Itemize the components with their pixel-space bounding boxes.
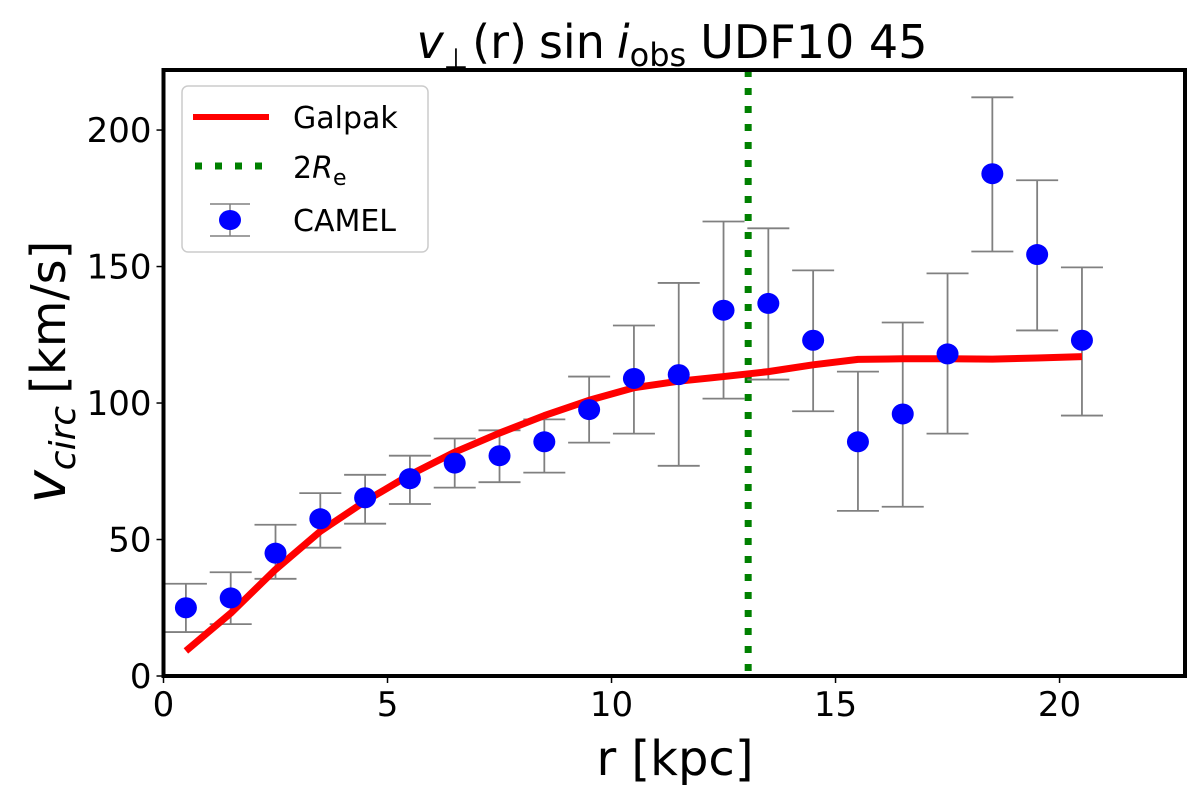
y-ticks: 0 50 100 150 200 xyxy=(87,111,164,697)
x-tick-label: 10 xyxy=(590,685,633,725)
legend-re-label: 2Re xyxy=(293,151,347,191)
legend-galpak-label: Galpak xyxy=(293,101,398,136)
y-tick-label: 150 xyxy=(87,248,152,288)
camel-point xyxy=(1070,329,1093,351)
camel-point xyxy=(309,508,332,530)
camel-point xyxy=(981,163,1004,185)
camel-point xyxy=(802,329,825,351)
legend-camel-label: CAMEL xyxy=(293,204,396,239)
y-tick-label: 200 xyxy=(87,111,152,151)
legend-box xyxy=(181,85,429,253)
legend-camel-swatch xyxy=(210,203,250,237)
camel-point xyxy=(622,367,645,389)
x-tick-label: 15 xyxy=(814,685,857,725)
camel-point xyxy=(354,487,377,509)
camel-point xyxy=(398,468,421,490)
camel-point xyxy=(891,403,914,425)
camel-point xyxy=(443,452,466,474)
plot-area xyxy=(164,70,1103,676)
camel-point xyxy=(264,542,287,564)
x-ticks: 0 5 10 15 20 xyxy=(153,676,1081,725)
y-tick-label: 100 xyxy=(87,384,152,424)
x-axis-label: r [kpc] xyxy=(596,731,753,787)
chart-title: v⊥(r) sin iobs UDF10 45 xyxy=(417,15,928,75)
y-axis-label: vcirc[km/s] xyxy=(14,241,84,504)
x-tick-label: 0 xyxy=(153,685,175,725)
axes-frame xyxy=(161,68,1187,678)
camel-point xyxy=(846,431,869,453)
x-tick-label: 5 xyxy=(377,685,399,725)
x-tick-label: 20 xyxy=(1038,685,1081,725)
camel-point xyxy=(712,299,735,321)
camel-point xyxy=(1026,244,1049,266)
camel-point xyxy=(936,343,959,365)
camel-point xyxy=(533,431,556,453)
camel-point xyxy=(219,587,242,609)
camel-point xyxy=(757,292,780,314)
camel-point xyxy=(578,399,601,421)
camel-point xyxy=(174,597,197,619)
y-tick-label: 0 xyxy=(130,657,152,697)
camel-point xyxy=(667,364,690,386)
y-tick-label: 50 xyxy=(108,521,151,561)
legend: Galpak 2Re CAMEL xyxy=(181,85,429,253)
camel-point xyxy=(488,445,511,467)
